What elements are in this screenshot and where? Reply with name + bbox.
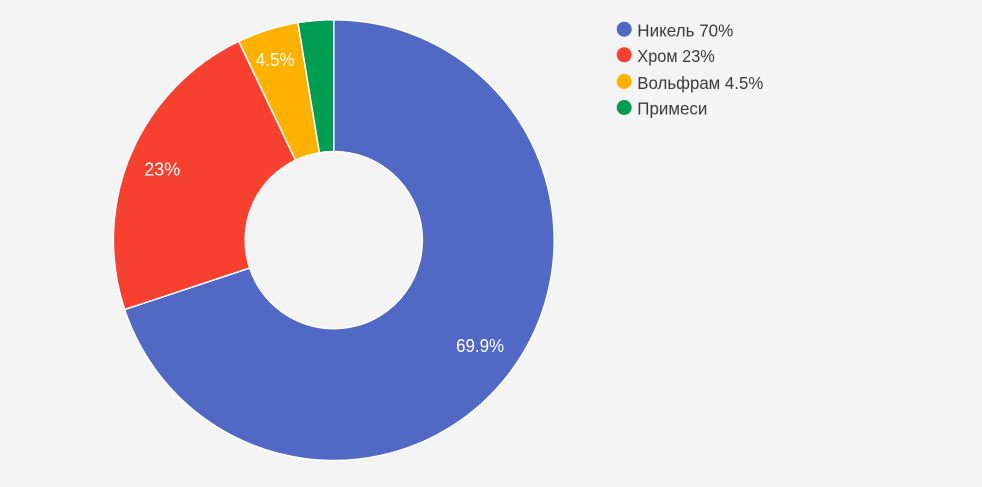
svg-text:23%: 23%	[144, 160, 180, 180]
svg-text:Примеси: Примеси	[637, 98, 707, 118]
svg-text:4.5%: 4.5%	[256, 50, 295, 70]
svg-text:Никель 70%: Никель 70%	[637, 20, 733, 40]
svg-text:Вольфрам 4.5%: Вольфрам 4.5%	[637, 73, 763, 93]
svg-text:Хром 23%: Хром 23%	[637, 46, 715, 66]
svg-text:69.9%: 69.9%	[456, 336, 504, 356]
